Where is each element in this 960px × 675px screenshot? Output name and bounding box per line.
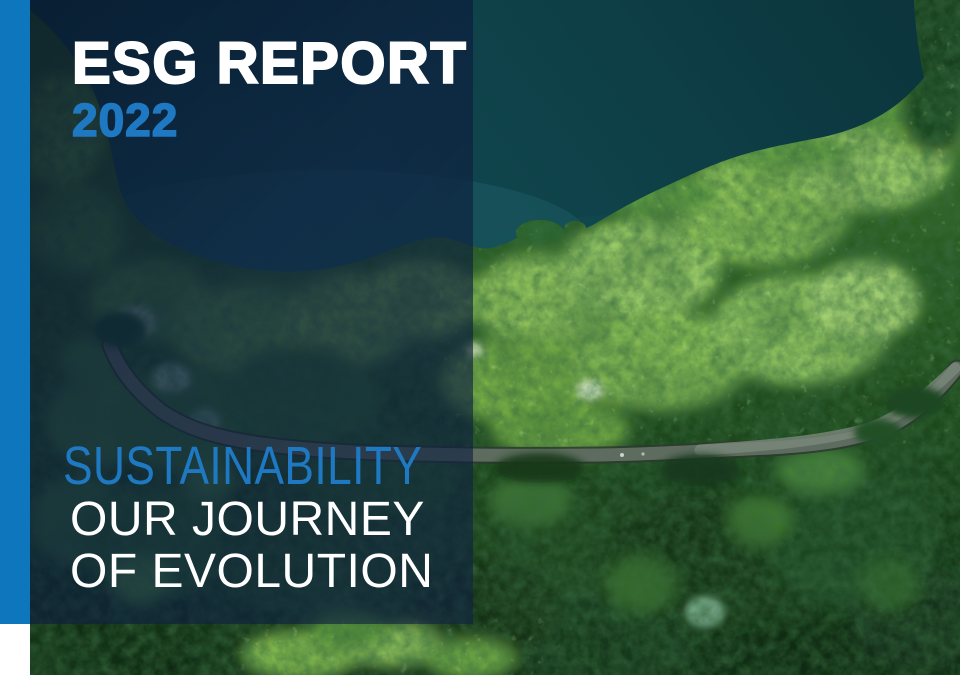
subtitle-line-our-journey: OUR JOURNEY [70,493,425,546]
masthead: ESG REPORT 2022 [71,31,468,147]
report-title: ESG REPORT [71,31,468,96]
subtitle-line-of-evolution: OF EVOLUTION [70,545,434,598]
subtitle-line-sustainability: SUSTAINABILITY [63,436,423,496]
report-year: 2022 [71,94,179,147]
subtitle-block: SUSTAINABILITY OUR JOURNEY OF EVOLUTION [63,438,501,598]
left-accent-bar [0,0,30,624]
